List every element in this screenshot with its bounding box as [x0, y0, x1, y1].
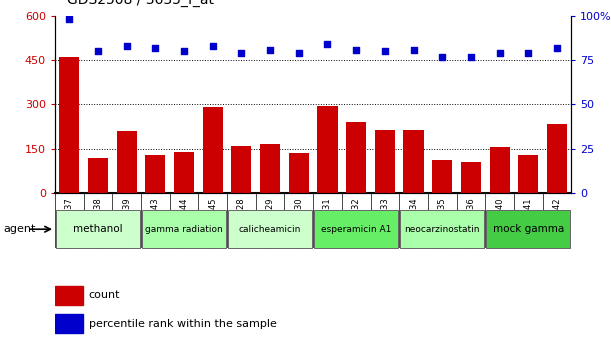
Point [122, 43, 131, 49]
Bar [486, 210, 571, 247]
Bar [55, 314, 83, 333]
Text: GSM120145: GSM120145 [208, 197, 218, 248]
Text: agent: agent [3, 224, 35, 234]
Point [93, 48, 103, 54]
Text: GSM120143: GSM120143 [151, 197, 160, 248]
Text: count: count [89, 290, 120, 300]
Text: GSM120144: GSM120144 [180, 197, 189, 248]
Text: GSM120142: GSM120142 [552, 197, 562, 248]
Bar [314, 210, 398, 247]
Bar [145, 155, 166, 193]
Text: neocarzinostatin: neocarzinostatin [404, 225, 480, 234]
Text: GSM120133: GSM120133 [380, 197, 389, 248]
Text: GSM120141: GSM120141 [524, 197, 533, 248]
Bar [518, 155, 538, 193]
Point [495, 50, 505, 56]
Text: GSM120130: GSM120130 [295, 197, 303, 248]
Bar [88, 158, 108, 193]
Text: methanol: methanol [73, 224, 123, 234]
Text: GSM120134: GSM120134 [409, 197, 418, 248]
Bar [174, 152, 194, 193]
Bar [318, 106, 337, 193]
Bar [375, 130, 395, 193]
Text: GSM120136: GSM120136 [466, 197, 475, 248]
Bar [59, 57, 79, 193]
Bar [55, 286, 83, 305]
Text: GSM120128: GSM120128 [237, 197, 246, 248]
Point [236, 50, 246, 56]
Point [409, 47, 419, 52]
Text: mock gamma: mock gamma [492, 224, 564, 234]
Point [294, 50, 304, 56]
Text: GSM120138: GSM120138 [93, 197, 103, 248]
Bar [117, 131, 137, 193]
Point [150, 45, 160, 51]
Bar [489, 147, 510, 193]
Bar [260, 144, 280, 193]
Point [552, 45, 562, 51]
Text: GSM120135: GSM120135 [437, 197, 447, 248]
Bar [403, 130, 423, 193]
Text: GDS2508 / 3635_f_at: GDS2508 / 3635_f_at [67, 0, 214, 7]
Text: calicheamicin: calicheamicin [239, 225, 301, 234]
Text: GSM120131: GSM120131 [323, 197, 332, 248]
Text: esperamicin A1: esperamicin A1 [321, 225, 392, 234]
Text: GSM120137: GSM120137 [65, 197, 74, 248]
Point [524, 50, 533, 56]
Point [208, 43, 218, 49]
Point [466, 54, 476, 59]
Text: GSM120129: GSM120129 [266, 197, 274, 248]
Text: GSM120139: GSM120139 [122, 197, 131, 248]
Point [437, 54, 447, 59]
Point [351, 47, 361, 52]
Bar [232, 146, 252, 193]
Bar [142, 210, 226, 247]
Point [323, 41, 332, 47]
Bar [400, 210, 485, 247]
Bar [289, 153, 309, 193]
Bar [346, 122, 366, 193]
Bar [432, 160, 452, 193]
Bar [56, 210, 140, 247]
Bar [547, 124, 567, 193]
Point [265, 47, 275, 52]
Text: gamma radiation: gamma radiation [145, 225, 223, 234]
Text: GSM120140: GSM120140 [495, 197, 504, 248]
Text: GSM120132: GSM120132 [352, 197, 360, 248]
Point [179, 48, 189, 54]
Point [380, 48, 390, 54]
Point [64, 17, 74, 22]
Text: percentile rank within the sample: percentile rank within the sample [89, 319, 276, 329]
Bar [203, 107, 223, 193]
Bar [228, 210, 312, 247]
Bar [461, 162, 481, 193]
